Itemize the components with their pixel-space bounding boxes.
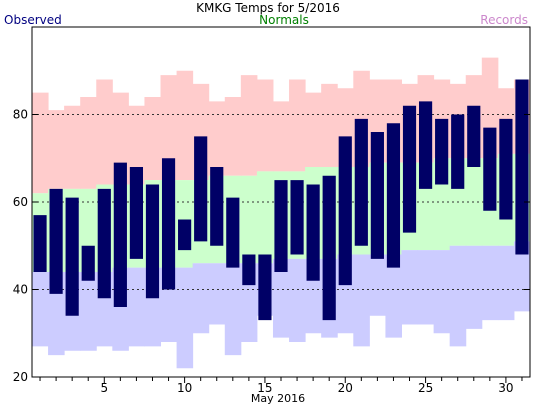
- record-low-bar-21: [353, 254, 370, 347]
- observed-bar-9: [161, 158, 176, 290]
- normal-range-bar-15: [256, 171, 274, 264]
- observed-bar-25: [418, 101, 433, 189]
- normal-range-bar-14: [240, 175, 258, 264]
- record-high-bar-15: [256, 79, 274, 172]
- observed-bar-16: [274, 180, 288, 272]
- observed-bar-6: [113, 162, 127, 307]
- record-high-bar-17: [289, 79, 306, 172]
- record-low-bar-12: [208, 263, 226, 325]
- normal-range-bar-28: [465, 158, 483, 246]
- x-tick-label-25: 25: [418, 381, 433, 395]
- observed-bar-27: [451, 114, 465, 189]
- observed-bar-24: [402, 105, 417, 233]
- record-high-bar-18: [305, 92, 322, 167]
- y-tick-label-20: 20: [13, 370, 28, 384]
- record-high-bar-2: [48, 110, 65, 189]
- record-low-bar-26: [433, 250, 451, 334]
- observed-bar-13: [226, 197, 240, 268]
- legend-normals: Normals: [259, 13, 309, 27]
- record-high-bar-10: [176, 70, 194, 181]
- observed-bar-1: [33, 215, 47, 272]
- record-high-bar-4: [80, 97, 97, 189]
- x-axis-label: May 2016: [251, 392, 305, 405]
- observed-bar-5: [97, 188, 111, 299]
- x-tick-label-15: 15: [257, 381, 272, 395]
- record-high-bar-13: [224, 97, 242, 176]
- x-tick-label-20: 20: [338, 381, 353, 395]
- record-high-bar-19: [321, 83, 338, 167]
- record-low-bar-4: [80, 272, 97, 351]
- observed-bar-28: [467, 105, 481, 167]
- record-low-bar-27: [449, 245, 467, 347]
- record-low-bar-17: [289, 258, 306, 342]
- record-low-bar-7: [128, 267, 145, 347]
- observed-bar-15: [258, 254, 272, 321]
- record-high-bar-9: [160, 75, 178, 181]
- record-high-bar-8: [144, 97, 162, 181]
- observed-bar-7: [129, 167, 144, 259]
- record-low-bar-22: [369, 254, 386, 316]
- record-low-bar-10: [176, 267, 194, 369]
- observed-bar-26: [435, 118, 449, 185]
- observed-bar-23: [386, 123, 401, 268]
- record-low-bar-28: [465, 245, 483, 329]
- record-high-bar-14: [240, 75, 258, 176]
- x-tick-label-30: 30: [498, 381, 513, 395]
- observed-bar-14: [242, 254, 256, 286]
- observed-bar-22: [370, 132, 384, 259]
- record-high-bar-16: [272, 101, 290, 172]
- observed-bar-17: [290, 180, 304, 255]
- observed-bar-30: [499, 118, 513, 220]
- record-low-bar-1: [32, 272, 49, 347]
- record-low-bar-13: [224, 263, 242, 356]
- observed-bar-19: [322, 175, 336, 321]
- observed-bar-4: [81, 245, 95, 281]
- x-tick-label-10: 10: [177, 381, 192, 395]
- record-low-bar-11: [192, 263, 210, 334]
- record-high-bar-3: [64, 105, 81, 189]
- plot-area: [32, 57, 531, 369]
- observed-bar-31: [515, 79, 529, 255]
- chart-title: KMKG Temps for 5/2016: [196, 1, 340, 15]
- record-low-bar-25: [417, 250, 435, 325]
- legend-records: Records: [480, 13, 528, 27]
- observed-bar-12: [210, 167, 224, 246]
- observed-bar-20: [338, 136, 352, 286]
- legend-observed: Observed: [4, 13, 62, 27]
- record-low-bar-29: [481, 245, 499, 321]
- observed-bar-21: [354, 118, 368, 246]
- observed-bar-10: [178, 219, 192, 251]
- record-high-bar-6: [112, 92, 129, 185]
- observed-bar-3: [65, 197, 79, 316]
- record-high-bar-7: [128, 105, 145, 185]
- record-low-bar-31: [513, 241, 531, 312]
- record-low-bar-24: [401, 250, 419, 325]
- y-tick-label-80: 80: [13, 108, 28, 122]
- record-low-bar-16: [272, 258, 290, 338]
- record-high-bar-12: [208, 101, 226, 176]
- record-low-bar-23: [385, 254, 402, 338]
- observed-bar-18: [306, 184, 320, 281]
- record-low-bar-30: [497, 245, 515, 321]
- observed-bar-11: [194, 136, 208, 242]
- y-tick-label-40: 40: [13, 283, 28, 297]
- y-tick-label-60: 60: [13, 195, 28, 209]
- observed-bar-29: [483, 127, 497, 211]
- axes: 20 40 60 80 5 10 15 20 25 30: [13, 26, 531, 395]
- record-high-bar-1: [32, 92, 49, 194]
- record-high-bar-5: [96, 79, 113, 185]
- x-tick-label-5: 5: [100, 381, 108, 395]
- observed-bar-2: [49, 188, 63, 294]
- observed-bar-8: [145, 184, 160, 299]
